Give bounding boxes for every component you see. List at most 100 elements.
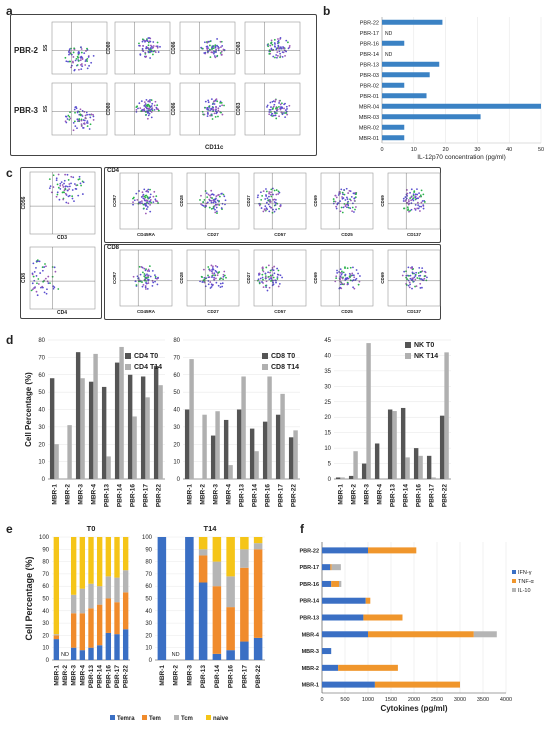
flow-c-r1-c2-event bbox=[261, 276, 264, 279]
flow-a-r1-c3-event bbox=[269, 101, 272, 104]
flow-c-r1-c3-event bbox=[335, 277, 338, 280]
e1-segment bbox=[122, 537, 129, 571]
flow-a-r0-c3-event bbox=[267, 45, 270, 48]
flow-a-r1-c2-event bbox=[209, 109, 211, 112]
d3-bar bbox=[418, 455, 423, 479]
d1-legend-swatch bbox=[125, 364, 131, 370]
b-category-label: PBR-17 bbox=[360, 31, 379, 37]
flow-c-r0-c3-event bbox=[346, 198, 349, 201]
flow-a-r1-c1-event bbox=[138, 102, 141, 105]
flow-a-r0-c0-event bbox=[79, 59, 82, 62]
b-bar bbox=[382, 103, 541, 109]
flow-c-r0-c1-event bbox=[210, 189, 213, 192]
flow-c-left-top-event bbox=[66, 185, 69, 188]
flow-c-r0-c2-event bbox=[268, 191, 271, 193]
flow-c-r0-c4-event bbox=[418, 195, 421, 198]
flow-a-r0-c1-event bbox=[156, 46, 159, 49]
d1-bar bbox=[127, 374, 133, 479]
flow-a-r1-c1-event bbox=[153, 104, 156, 107]
flow-c-left-bot-event bbox=[53, 266, 56, 269]
d2-bar bbox=[228, 465, 233, 479]
e2-category-label: PBR-13 bbox=[200, 665, 207, 689]
panel-letter-a: a bbox=[6, 4, 13, 18]
flow-c-left-bot-event bbox=[47, 282, 50, 285]
flow-c-left-bot-event bbox=[31, 282, 34, 285]
d3-bar bbox=[361, 463, 367, 479]
flow-c-r0-c1-event bbox=[203, 199, 206, 201]
flow-c-left-top-event bbox=[71, 197, 74, 200]
flow-c-r1-c0-event bbox=[147, 268, 150, 271]
b-category-label: MBR-03 bbox=[359, 115, 379, 121]
flow-c-r0-c4-event bbox=[410, 208, 413, 211]
flow-c-xlabel-1-4: CD137 bbox=[407, 309, 422, 314]
e2-segment bbox=[253, 637, 263, 660]
flow-a-r1-c2-event bbox=[219, 105, 221, 108]
flow-c-r0-c4-event bbox=[418, 205, 421, 208]
flow-a-r1-c0-event bbox=[85, 111, 88, 114]
flow-c-r1-c3-event bbox=[340, 270, 343, 273]
flow-c-left-top-event bbox=[81, 193, 84, 195]
e1-y-tick-label: 20 bbox=[42, 633, 49, 639]
d1-category-label: PBR-22 bbox=[156, 484, 163, 508]
flow-c-r1-c3-event bbox=[346, 267, 349, 270]
flow-c-left-top-event bbox=[75, 188, 78, 190]
flow-c-r0-c1-event bbox=[212, 201, 215, 204]
flow-a-r1-c1-event bbox=[143, 104, 146, 107]
flow-c-r0-c1-event bbox=[214, 208, 216, 211]
d1-legend-swatch bbox=[125, 353, 131, 359]
flow-a-r1-c1-event bbox=[143, 108, 146, 110]
flow-c-left-top-event bbox=[63, 179, 66, 182]
flow-a-ylabel-0-1: CD80 bbox=[106, 41, 112, 54]
flow-c-r0-c2-event bbox=[274, 204, 277, 206]
flow-c-r1-c3-event bbox=[355, 277, 358, 280]
flow-c-r1-c2-event bbox=[262, 270, 265, 273]
flow-c-left-top-event bbox=[61, 184, 64, 186]
flow-a-r0-c2-event bbox=[209, 56, 212, 59]
flow-c-ylabel-0-1: CD28 bbox=[179, 195, 184, 207]
flow-c-r0-c2-event bbox=[269, 206, 272, 209]
e2-segment bbox=[240, 537, 249, 550]
flow-c-r1-c2-event bbox=[271, 267, 274, 269]
d2-y-tick-label: 80 bbox=[173, 338, 180, 344]
flow-c-r1-c1-event bbox=[212, 265, 214, 268]
d3-bar bbox=[426, 455, 432, 479]
flow-c-r0-c3-event bbox=[334, 194, 337, 197]
flow-a-r0-c0-event bbox=[81, 65, 84, 68]
row-label-pbr2: PBR-2 bbox=[14, 46, 39, 55]
flow-a-r0-c0-event bbox=[86, 47, 88, 50]
flow-a-r1-c1-event bbox=[150, 108, 153, 111]
flow-c-left-top-event bbox=[64, 173, 67, 176]
flow-c-r0-c3-event bbox=[354, 208, 356, 211]
f-category-label: PBR-17 bbox=[299, 565, 319, 571]
flow-c-r1-c4-event bbox=[407, 266, 410, 269]
d3-bar bbox=[405, 457, 410, 479]
d1-bar bbox=[158, 385, 163, 479]
flow-a-r0-c0-event bbox=[92, 55, 95, 57]
flow-c-r0-c2-event bbox=[265, 190, 268, 193]
flow-a-r0-c2-event bbox=[221, 45, 224, 47]
flow-c-r0-c0-event bbox=[154, 198, 157, 201]
f-x-tick-label: 3000 bbox=[454, 697, 466, 703]
flow-a-r0-c3-event bbox=[284, 54, 286, 57]
flow-c-left-bot-event bbox=[37, 283, 40, 285]
flow-a-r0-c0-event bbox=[86, 57, 89, 60]
flow-c-r0-c0-event bbox=[144, 212, 147, 215]
flow-a-r0-c0-event bbox=[81, 58, 84, 60]
d1-bar bbox=[140, 376, 146, 479]
flow-c-r0-c0-event bbox=[143, 207, 145, 210]
d1-y-tick-label: 30 bbox=[38, 425, 45, 431]
flow-c-r0-c4-event bbox=[403, 207, 406, 210]
flow-c-r0-c1-event bbox=[215, 197, 217, 200]
flow-c-left-bot bbox=[29, 246, 96, 310]
flow-c-r0-c3-event bbox=[341, 191, 344, 194]
flow-a-r1-c1-event bbox=[145, 113, 148, 116]
flow-c-r1-c0 bbox=[119, 249, 173, 307]
flow-a-r1-c0-event bbox=[80, 125, 83, 127]
flow-a-r0-c3-event bbox=[279, 52, 282, 55]
flow-a-r1-c2-event bbox=[215, 105, 217, 108]
d2-y-tick-label: 20 bbox=[173, 442, 180, 448]
flow-a-r1-c3-event bbox=[271, 115, 274, 117]
f-segment bbox=[473, 631, 497, 638]
e1-segment bbox=[105, 598, 112, 633]
flow-c-r1-c0-event bbox=[156, 283, 159, 286]
